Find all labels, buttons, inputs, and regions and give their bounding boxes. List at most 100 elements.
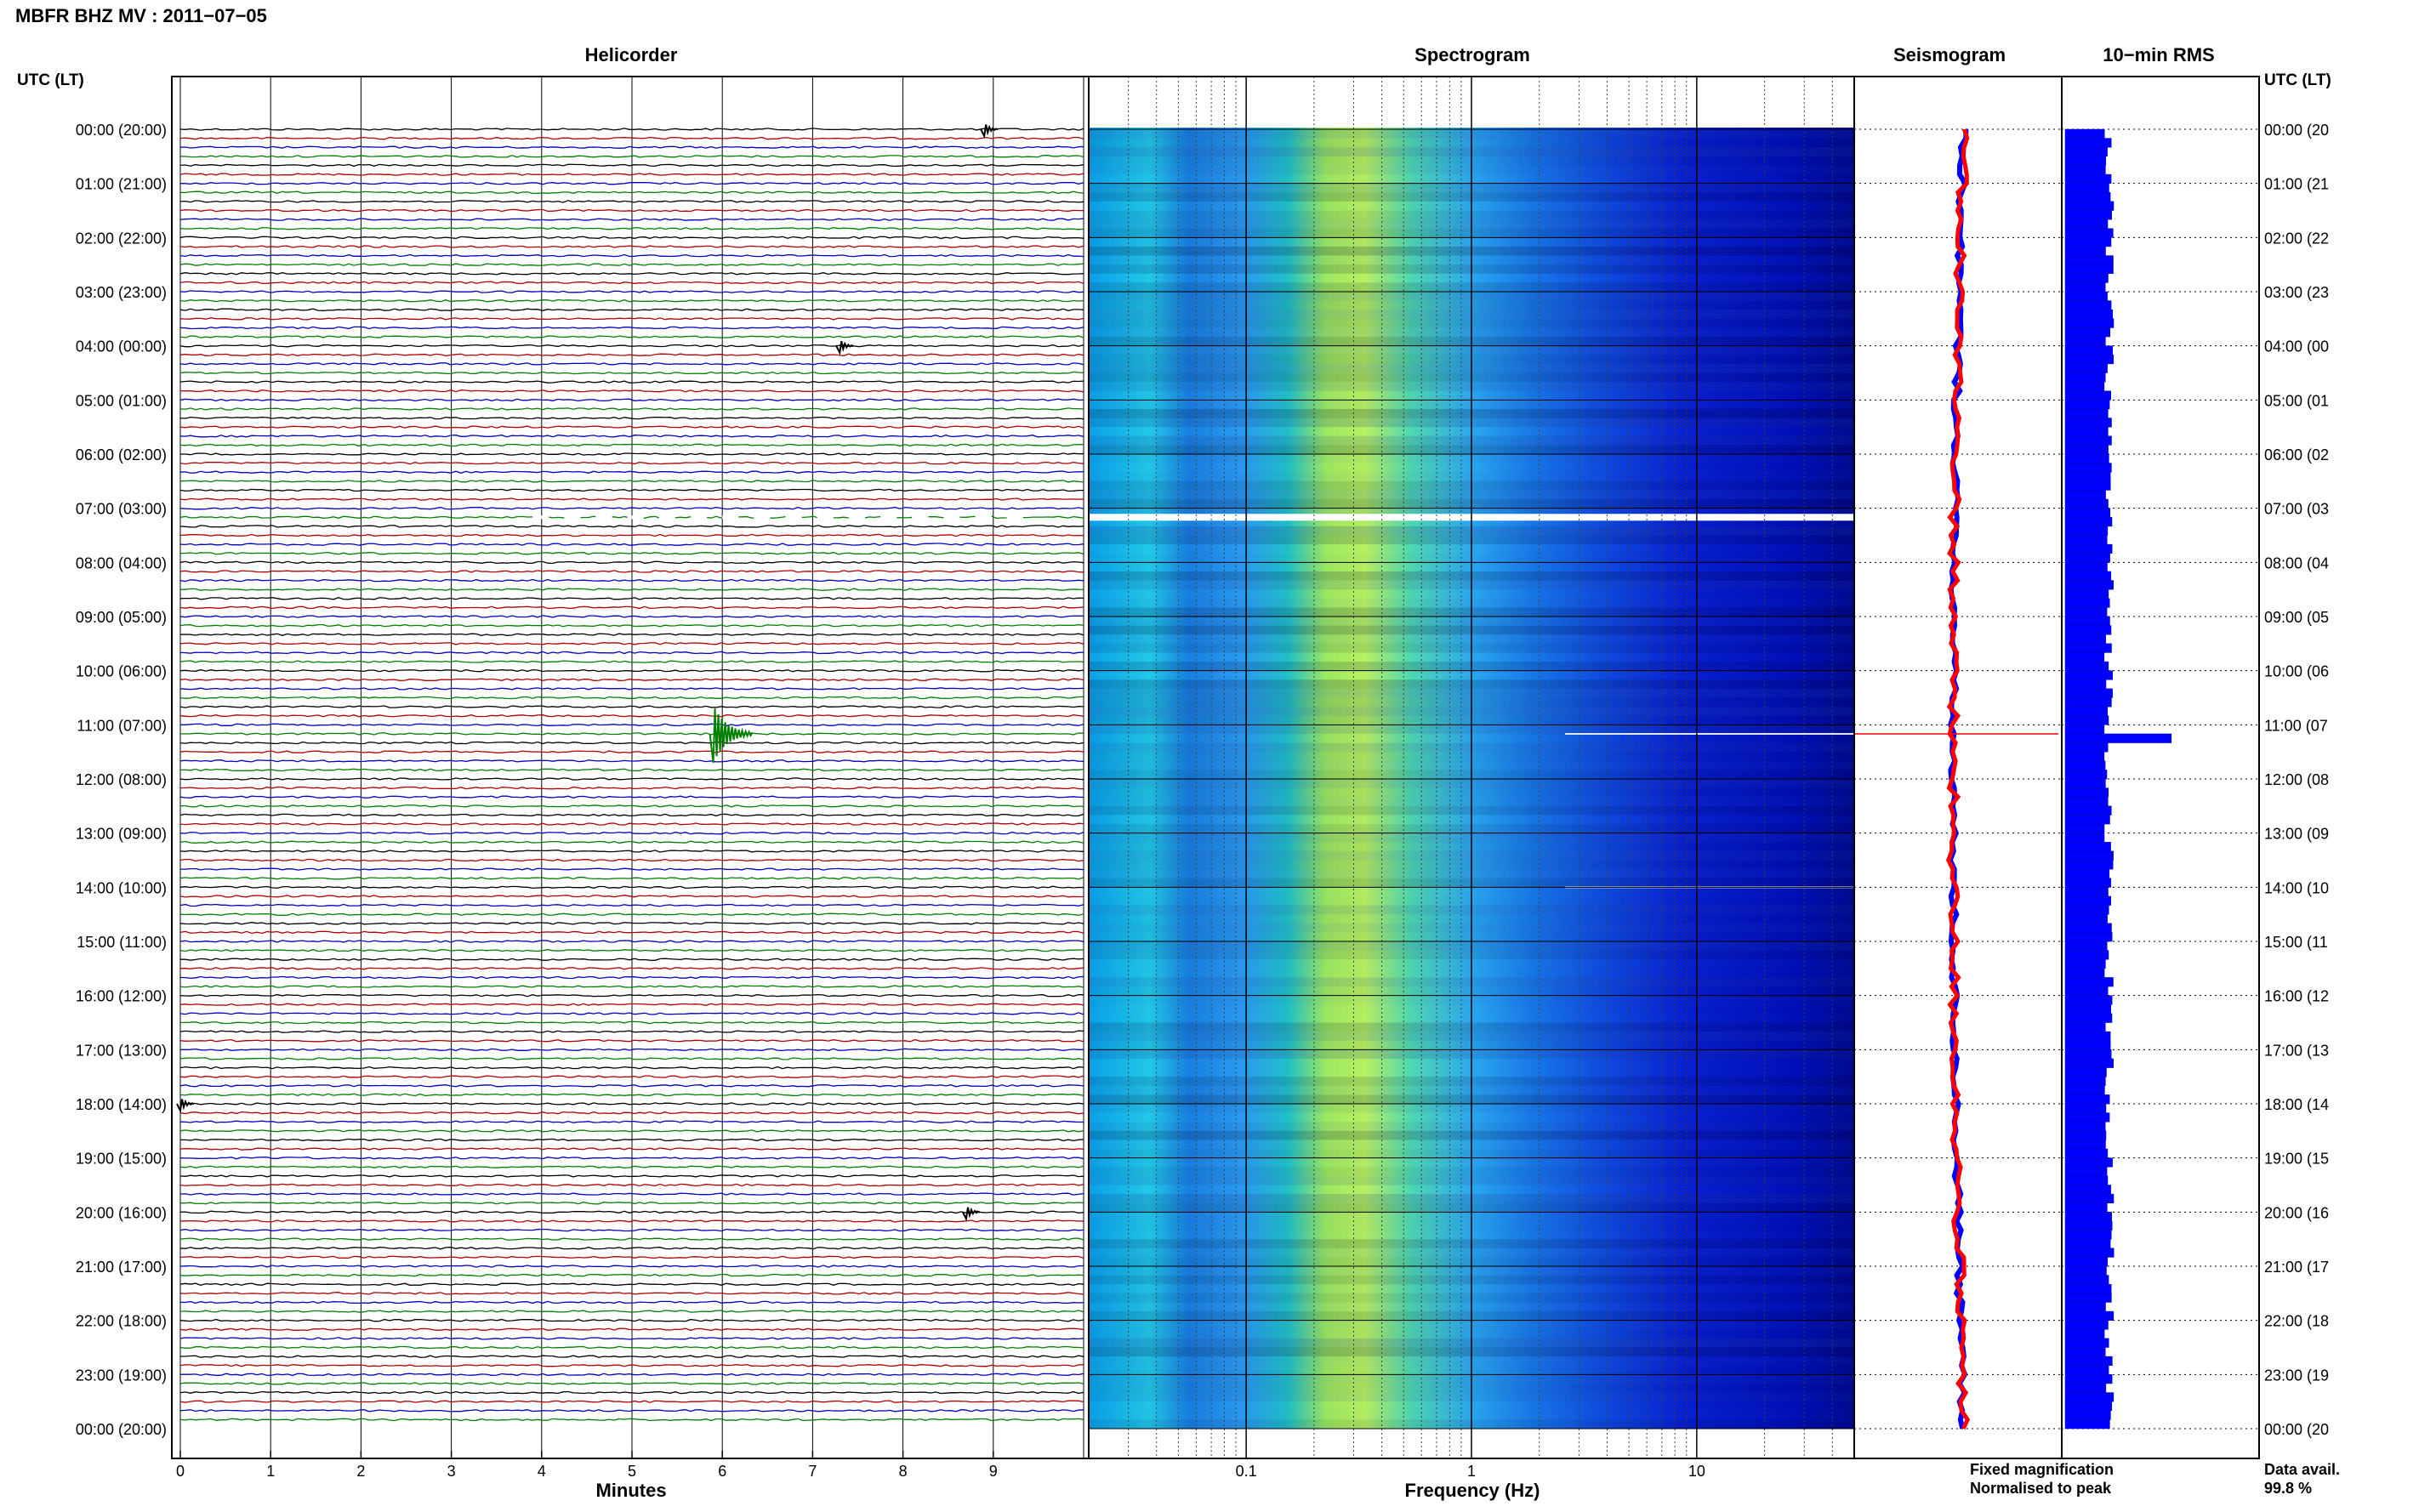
time-tick-left: 01:00 (21:00) <box>76 176 167 193</box>
rms-bar <box>2064 1175 2109 1185</box>
helicorder-trace <box>179 903 1084 907</box>
helicorder-trace <box>179 1373 1084 1377</box>
helicorder-trace <box>179 245 1084 248</box>
helicorder-trace <box>179 1345 1084 1350</box>
helicorder-x-tick-label: 9 <box>989 1463 998 1480</box>
helicorder-traces <box>176 124 1084 1422</box>
rms-bar <box>2064 725 2105 735</box>
rms-bar <box>2064 201 2114 211</box>
rms-bar <box>2064 977 2114 987</box>
rms-bar <box>2064 1230 2112 1240</box>
rms-bar <box>2064 498 2109 509</box>
rms-bar <box>2064 445 2109 455</box>
helicorder-trace <box>180 1048 1084 1052</box>
spectrogram-x-tick-label: 1 <box>1467 1463 1476 1480</box>
helicorder-trace <box>179 461 1084 465</box>
helicorder-x-tick-label: 0 <box>176 1463 185 1480</box>
helicorder-trace <box>179 578 1084 583</box>
helicorder-trace <box>179 263 1084 266</box>
rms-bar <box>2064 1013 2113 1023</box>
rms-bar <box>2064 995 2113 1005</box>
helicorder-trace <box>179 795 1084 799</box>
rms-bar <box>2064 923 2112 933</box>
helicorder-trace <box>179 1292 1084 1295</box>
rms-bar <box>2064 760 2106 770</box>
helicorder-event <box>980 124 999 139</box>
helicorder-trace <box>179 1156 1084 1160</box>
helicorder-trace <box>180 1201 1084 1205</box>
helicorder-trace <box>179 696 1084 700</box>
helicorder-trace <box>179 1300 1084 1305</box>
helicorder-trace <box>179 1228 1084 1232</box>
helicorder-trace <box>179 1120 1084 1123</box>
rms-bar <box>2064 905 2109 915</box>
rms-bar <box>2064 1067 2107 1077</box>
rms-bar <box>2064 913 2108 924</box>
rms-bar <box>2064 1302 2106 1312</box>
helicorder-trace <box>180 867 1084 871</box>
rms-bar <box>2064 1167 2108 1177</box>
rms-bar <box>2064 1410 2111 1420</box>
rms-bar <box>2064 842 2111 852</box>
rms-bar <box>2064 1419 2110 1430</box>
rms-title: 10−min RMS <box>2103 44 2214 65</box>
helicorder-trace <box>179 993 1084 998</box>
seismogram-title: Seismogram <box>1893 44 2006 65</box>
helicorder-trace <box>179 200 1084 203</box>
helicorder-trace <box>179 615 1084 618</box>
helicorder-event <box>962 1207 981 1222</box>
helicorder-trace <box>179 128 1084 131</box>
helicorder-trace <box>179 326 1084 330</box>
time-tick-left: 02:00 (22:00) <box>76 230 167 247</box>
rms-bar <box>2064 706 2108 716</box>
rms-bar <box>2064 733 2172 743</box>
time-tick-right: 17:00 (13 <box>2264 1042 2329 1059</box>
rms-bar <box>2064 607 2108 617</box>
time-tick-right: 16:00 (12 <box>2264 988 2329 1005</box>
helicorder-trace <box>179 226 1084 230</box>
helicorder-trace <box>179 533 1084 537</box>
helicorder-event <box>709 708 754 764</box>
helicorder-trace <box>179 1382 1084 1385</box>
rms-bar <box>2064 426 2109 437</box>
helicorder-trace <box>179 236 1084 240</box>
time-tick-left: 12:00 (08:00) <box>76 771 167 788</box>
helicorder-trace <box>179 155 1084 158</box>
time-tick-right: 05:00 (01 <box>2264 392 2329 409</box>
rms-bar <box>2064 309 2114 320</box>
time-tick-right: 06:00 (02 <box>2264 446 2329 463</box>
rms-bar <box>2064 634 2106 645</box>
rms-bar <box>2064 950 2109 960</box>
rms-bar <box>2064 228 2114 238</box>
spectrogram-grid <box>1088 77 2259 1458</box>
rms-bar <box>2064 895 2111 906</box>
helicorder-trace <box>179 1409 1084 1413</box>
helicorder-trace <box>179 1020 1084 1025</box>
helicorder-trace <box>179 1390 1084 1395</box>
rms-bar <box>2064 770 2108 780</box>
helicorder-trace <box>179 281 1084 285</box>
time-tick-left: 10:00 (06:00) <box>76 663 167 680</box>
helicorder-title: Helicorder <box>585 44 678 65</box>
helicorder-trace <box>179 416 1084 420</box>
helicorder-trace <box>179 777 1084 781</box>
helicorder-event <box>835 340 854 355</box>
rms-bar <box>2064 363 2108 373</box>
rms-panel <box>2064 128 2172 1430</box>
helicorder-trace <box>179 272 1084 276</box>
time-tick-left: 16:00 (12:00) <box>76 988 167 1005</box>
helicorder-x-tick-label: 6 <box>718 1463 726 1480</box>
rms-bar <box>2064 1049 2112 1060</box>
rms-bar <box>2064 860 2114 870</box>
rms-bar <box>2064 453 2109 463</box>
helicorder-trace <box>179 398 1084 402</box>
rms-bar <box>2064 688 2113 698</box>
rms-bar <box>2064 941 2108 951</box>
helicorder-trace <box>179 208 1084 213</box>
spectrogram-x-tick-label: 10 <box>1688 1463 1705 1480</box>
rms-bar <box>2064 1283 2112 1294</box>
helicorder-trace <box>179 633 1084 636</box>
helicorder-trace <box>179 1057 1084 1060</box>
helicorder-trace <box>179 298 1084 303</box>
helicorder-trace <box>179 687 1084 691</box>
